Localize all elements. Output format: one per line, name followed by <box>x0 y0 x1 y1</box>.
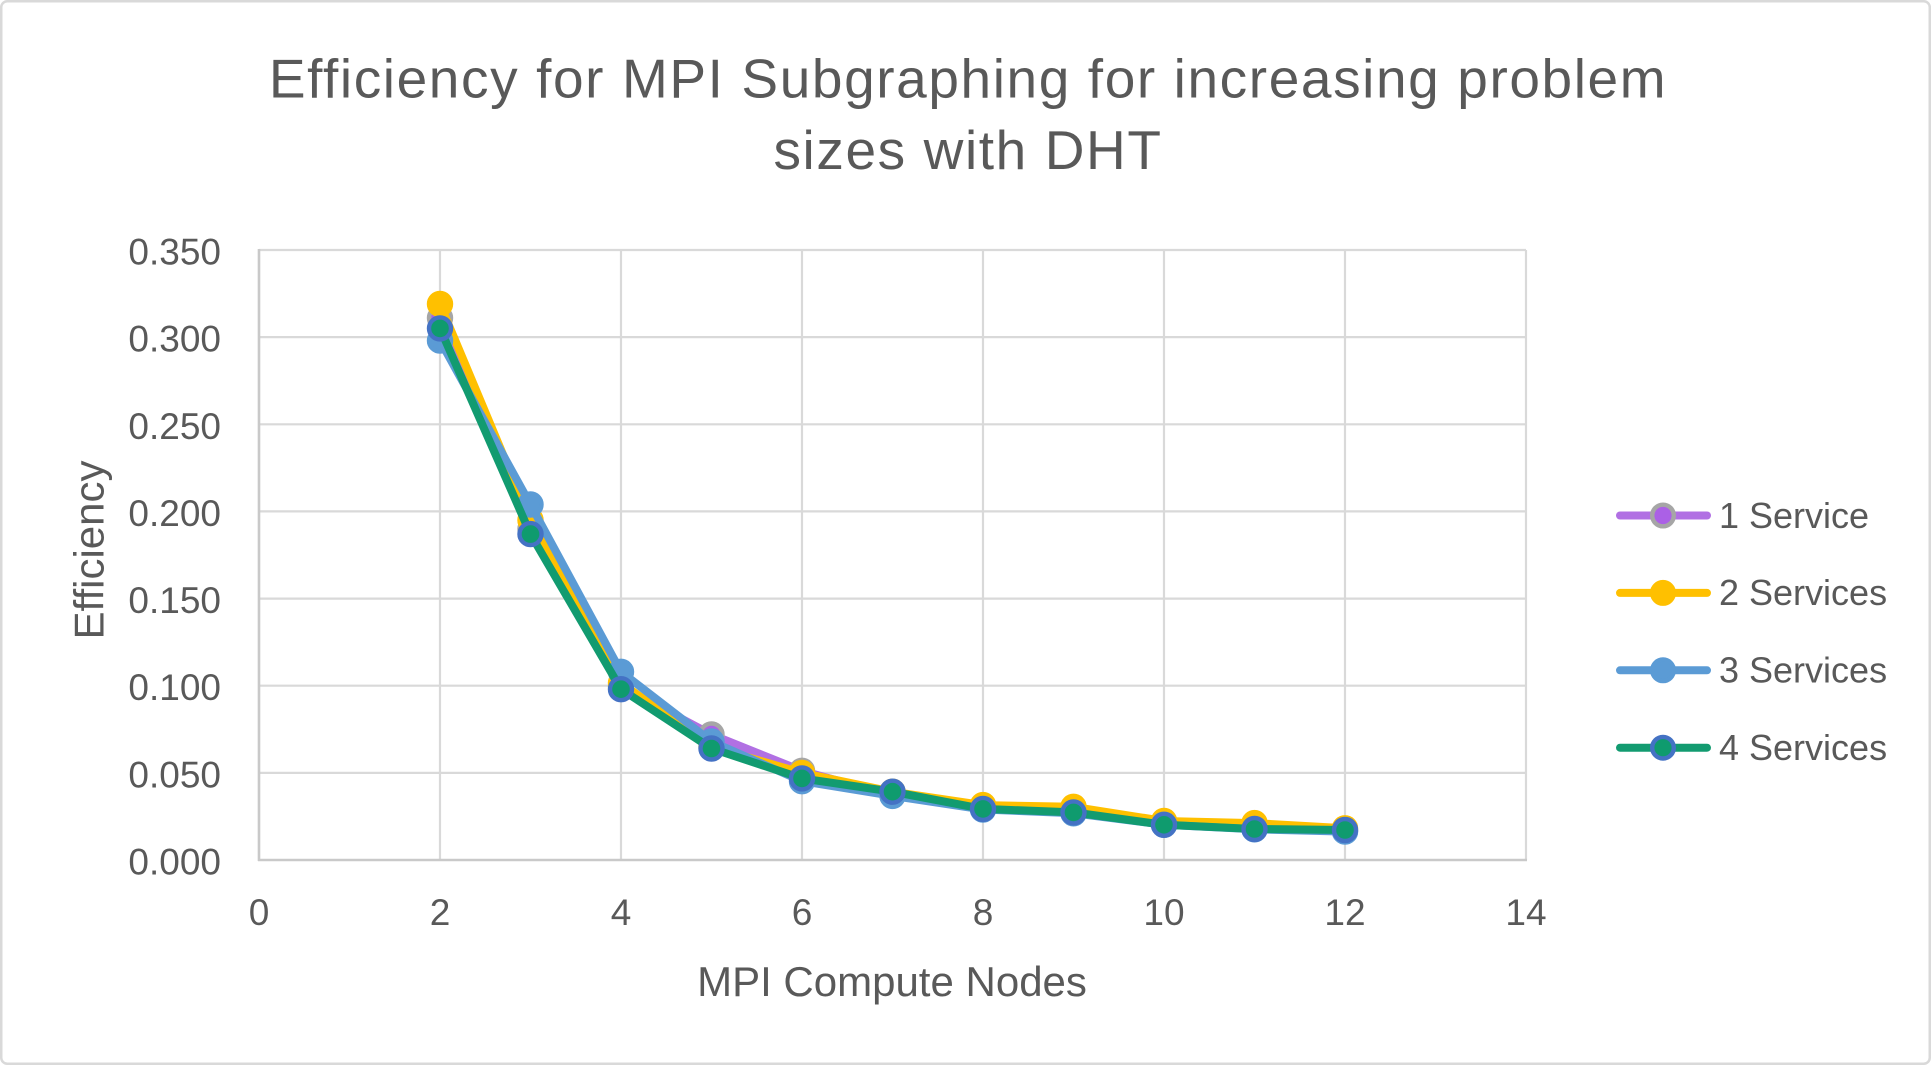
svg-text:MPI Compute Nodes: MPI Compute Nodes <box>697 958 1087 1005</box>
svg-text:0.200: 0.200 <box>128 493 221 534</box>
svg-text:0.250: 0.250 <box>128 406 221 447</box>
svg-text:0.300: 0.300 <box>128 319 221 360</box>
svg-text:Efficiency: Efficiency <box>66 461 113 640</box>
svg-text:4 Services: 4 Services <box>1719 727 1887 768</box>
svg-text:0.350: 0.350 <box>128 232 221 273</box>
svg-text:0.000: 0.000 <box>128 842 221 883</box>
svg-text:8: 8 <box>973 892 994 933</box>
svg-text:2: 2 <box>430 892 451 933</box>
svg-text:0.150: 0.150 <box>128 580 221 621</box>
svg-text:14: 14 <box>1505 892 1546 933</box>
svg-text:6: 6 <box>792 892 813 933</box>
svg-text:4: 4 <box>611 892 632 933</box>
svg-text:12: 12 <box>1324 892 1365 933</box>
svg-text:10: 10 <box>1143 892 1184 933</box>
svg-text:sizes with DHT: sizes with DHT <box>773 119 1162 181</box>
svg-text:0.050: 0.050 <box>128 754 221 795</box>
svg-text:2 Services: 2 Services <box>1719 572 1887 613</box>
svg-text:3 Services: 3 Services <box>1719 650 1887 691</box>
svg-text:Efficiency for MPI Subgraphing: Efficiency for MPI Subgraphing for incre… <box>269 48 1667 110</box>
svg-text:0.100: 0.100 <box>128 667 221 708</box>
svg-text:1 Service: 1 Service <box>1719 495 1869 536</box>
svg-text:0: 0 <box>249 892 270 933</box>
